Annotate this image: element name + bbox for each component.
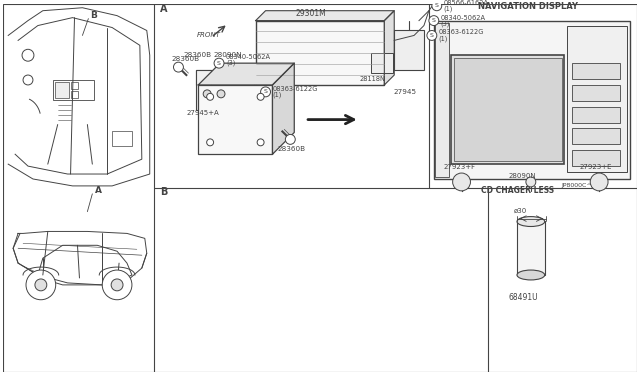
Ellipse shape	[517, 270, 545, 280]
Bar	[52, 80, 94, 100]
Bar	[568, 26, 627, 172]
Text: (3): (3)	[441, 20, 450, 27]
Circle shape	[214, 58, 224, 68]
Bar	[198, 85, 273, 154]
Bar	[255, 20, 385, 85]
Text: 27945+A: 27945+A	[186, 110, 219, 116]
Text: 08566-6162A: 08566-6162A	[444, 0, 489, 6]
Circle shape	[432, 1, 442, 11]
Circle shape	[427, 31, 437, 41]
Circle shape	[257, 93, 264, 100]
Text: 28090N: 28090N	[508, 173, 536, 179]
Circle shape	[173, 62, 184, 72]
Text: 29301M: 29301M	[295, 9, 326, 18]
Bar	[70, 82, 79, 89]
Text: 68491U: 68491U	[508, 293, 538, 302]
Text: 08363-6122G: 08363-6122G	[439, 29, 484, 35]
Text: FRONT: FRONT	[197, 32, 221, 38]
Circle shape	[429, 16, 439, 26]
Polygon shape	[77, 245, 102, 285]
Circle shape	[111, 279, 123, 291]
Bar	[54, 82, 68, 98]
Circle shape	[102, 270, 132, 300]
Bar	[572, 63, 620, 79]
Text: 28360B: 28360B	[184, 52, 212, 58]
Bar	[454, 58, 561, 161]
Ellipse shape	[517, 217, 545, 227]
Bar	[572, 150, 620, 166]
Text: (3): (3)	[226, 60, 236, 67]
Text: 08340-5062A: 08340-5062A	[226, 54, 271, 60]
Text: S: S	[430, 33, 434, 38]
Text: S: S	[432, 18, 436, 23]
Bar	[70, 91, 79, 98]
Circle shape	[23, 75, 33, 85]
Circle shape	[22, 49, 34, 61]
Text: CD CHAGER LESS: CD CHAGER LESS	[481, 186, 554, 195]
Bar	[371, 53, 393, 73]
Text: (1): (1)	[273, 92, 282, 98]
Circle shape	[207, 139, 214, 146]
Bar	[394, 31, 424, 70]
Text: 28360B: 28360B	[172, 56, 200, 62]
Polygon shape	[198, 63, 294, 85]
Bar	[196, 70, 253, 85]
Text: S: S	[435, 3, 439, 8]
Bar	[112, 131, 132, 146]
Circle shape	[203, 90, 211, 98]
Bar	[517, 221, 545, 275]
Text: JP8000C^: JP8000C^	[561, 183, 592, 188]
Text: 08340-5062A: 08340-5062A	[441, 15, 486, 20]
Text: S: S	[217, 61, 221, 66]
Text: 27945: 27945	[393, 89, 417, 95]
Circle shape	[217, 90, 225, 98]
Bar	[572, 85, 620, 101]
Text: B: B	[159, 187, 167, 197]
Text: S: S	[264, 89, 268, 94]
Text: A: A	[159, 4, 167, 14]
Bar	[572, 128, 620, 144]
Circle shape	[285, 134, 295, 144]
Text: (1): (1)	[439, 35, 448, 42]
Circle shape	[590, 173, 608, 191]
Bar	[572, 107, 620, 122]
Circle shape	[257, 139, 264, 146]
Bar	[196, 70, 211, 110]
Polygon shape	[255, 11, 394, 20]
Polygon shape	[43, 245, 79, 278]
Polygon shape	[273, 63, 294, 154]
Polygon shape	[385, 11, 394, 85]
Circle shape	[260, 87, 271, 97]
Circle shape	[35, 279, 47, 291]
Circle shape	[26, 270, 56, 300]
Text: 28360B: 28360B	[277, 146, 305, 152]
Text: 27923+E: 27923+E	[579, 164, 612, 170]
Bar	[434, 20, 630, 179]
Text: 27923+F: 27923+F	[444, 164, 476, 170]
Text: 08363-6122G: 08363-6122G	[273, 86, 318, 92]
Text: ø30: ø30	[514, 208, 527, 214]
Text: NAVIGATION DISPLAY: NAVIGATION DISPLAY	[478, 2, 578, 11]
Text: B: B	[90, 11, 97, 20]
Circle shape	[526, 177, 536, 187]
Bar	[451, 55, 564, 164]
Circle shape	[452, 173, 470, 191]
Text: (1): (1)	[444, 6, 453, 12]
Text: 28118N: 28118N	[360, 76, 385, 82]
Text: A: A	[95, 186, 102, 195]
Text: 28090N: 28090N	[213, 52, 242, 58]
Circle shape	[207, 93, 214, 100]
Bar	[435, 23, 449, 177]
